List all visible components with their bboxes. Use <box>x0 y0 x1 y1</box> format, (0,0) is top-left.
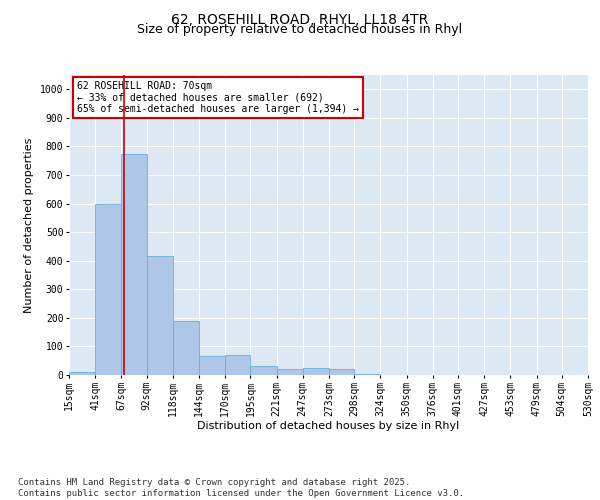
Bar <box>173 320 199 375</box>
Bar <box>69 372 95 375</box>
Bar <box>277 370 303 375</box>
Bar <box>225 355 250 375</box>
Bar <box>146 256 173 375</box>
Bar <box>329 370 354 375</box>
Bar <box>354 374 380 375</box>
Bar <box>199 356 225 375</box>
Bar <box>121 154 146 375</box>
Bar <box>303 368 329 375</box>
Text: 62 ROSEHILL ROAD: 70sqm
← 33% of detached houses are smaller (692)
65% of semi-d: 62 ROSEHILL ROAD: 70sqm ← 33% of detache… <box>77 81 359 114</box>
Bar <box>95 204 121 375</box>
Bar <box>250 366 277 375</box>
Text: 62, ROSEHILL ROAD, RHYL, LL18 4TR: 62, ROSEHILL ROAD, RHYL, LL18 4TR <box>172 12 428 26</box>
Text: Contains HM Land Registry data © Crown copyright and database right 2025.
Contai: Contains HM Land Registry data © Crown c… <box>18 478 464 498</box>
X-axis label: Distribution of detached houses by size in Rhyl: Distribution of detached houses by size … <box>197 422 460 432</box>
Text: Size of property relative to detached houses in Rhyl: Size of property relative to detached ho… <box>137 22 463 36</box>
Y-axis label: Number of detached properties: Number of detached properties <box>25 138 34 312</box>
